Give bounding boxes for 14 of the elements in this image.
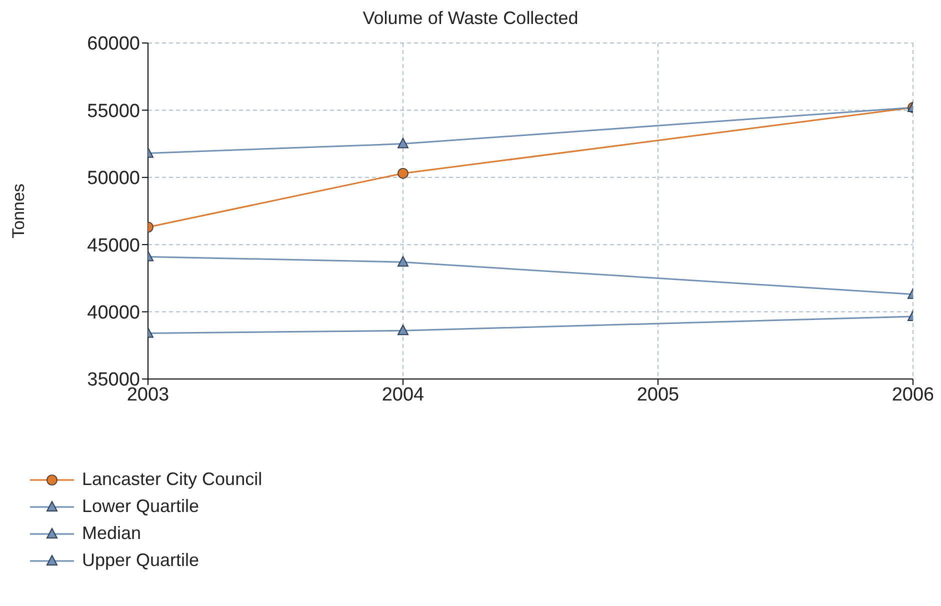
x-tick-label: 2004 (382, 384, 425, 406)
y-tick-label: 60000 (87, 34, 140, 55)
y-tick-label: 40000 (87, 302, 140, 324)
legend-label: Lancaster City Council (81, 469, 262, 490)
y-axis-title: Tonnes (9, 184, 28, 238)
legend-label: Lower Quartile (81, 496, 200, 517)
y-tick-label: 50000 (87, 168, 140, 190)
chart-title: Volume of Waste Collected (362, 8, 580, 29)
legend-label: Median (81, 523, 142, 544)
y-tick-label: 45000 (87, 235, 140, 256)
x-tick-label: 2005 (636, 384, 680, 406)
legend-label: Upper Quartile (81, 550, 200, 571)
y-tick-label: 55000 (87, 100, 140, 122)
x-tick-label: 2006 (892, 384, 934, 406)
